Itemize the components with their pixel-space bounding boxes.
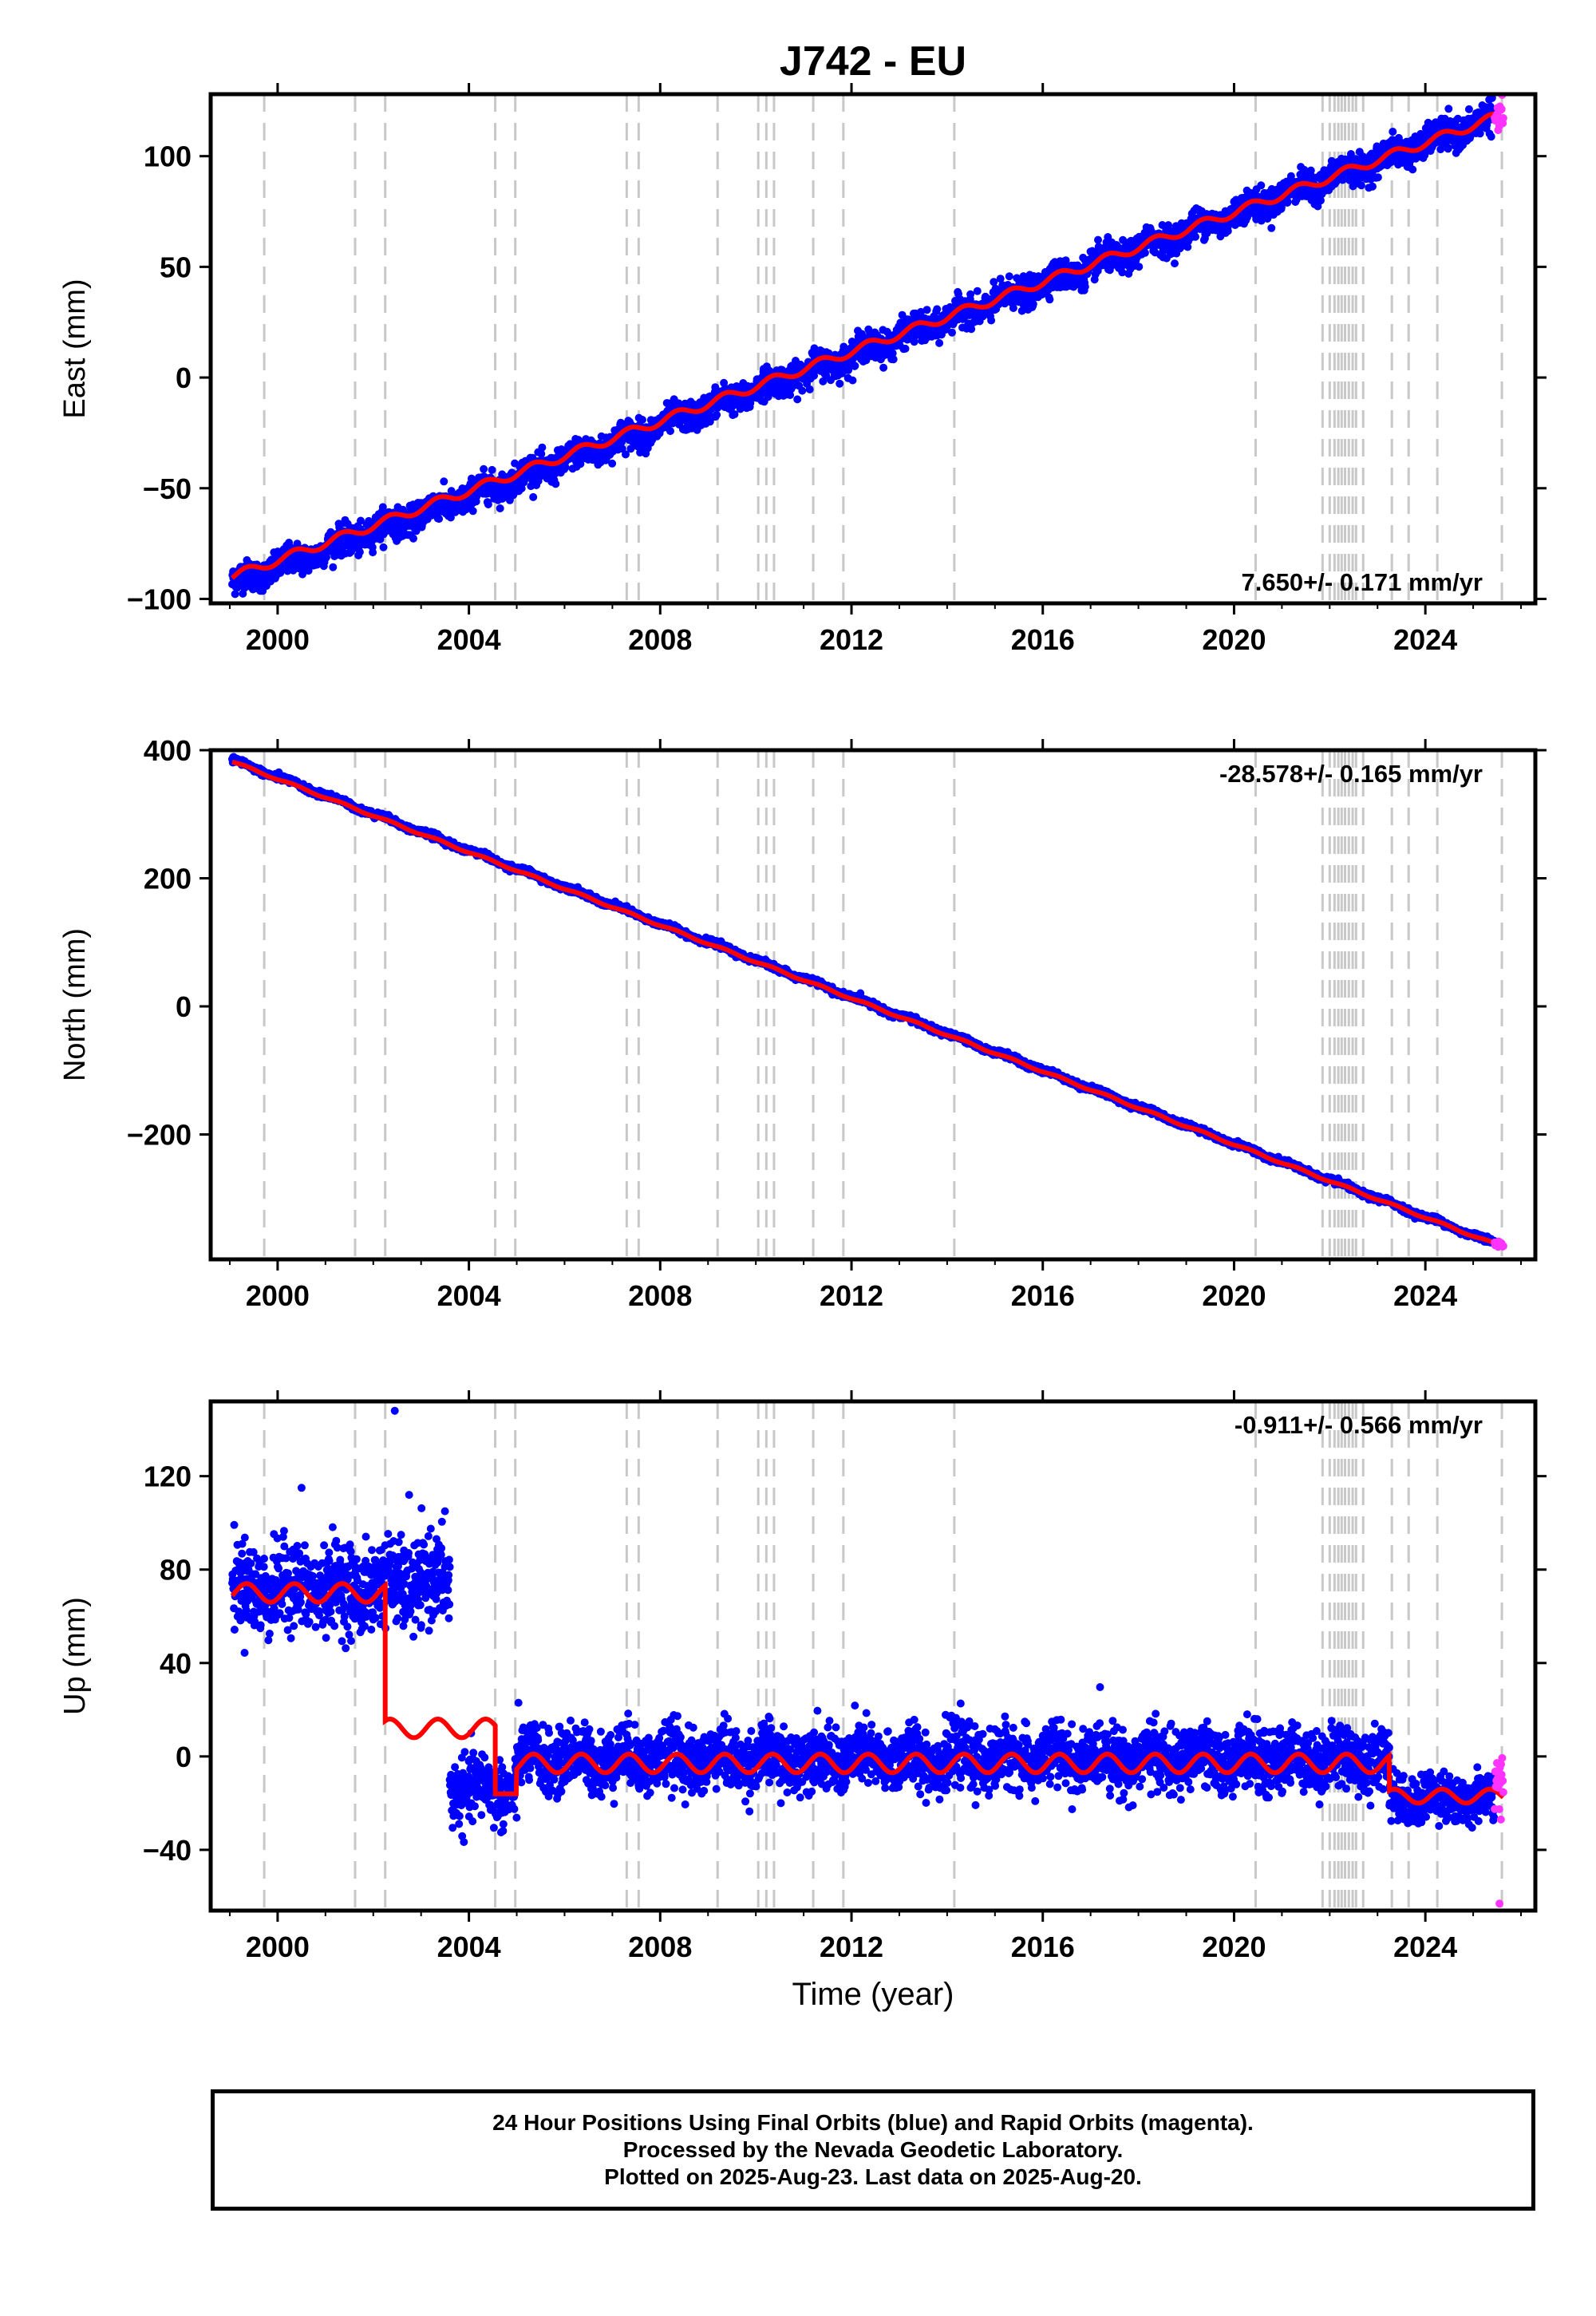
model-fit-line	[230, 111, 1505, 580]
rate-label: -28.578+/- 0.165 mm/yr	[1219, 760, 1483, 788]
y-tick-label: 0	[176, 990, 192, 1023]
x-tick-label: 2008	[628, 1931, 692, 1963]
y-axis-label: North (mm)	[58, 928, 92, 1081]
x-tick-label: 2020	[1202, 1931, 1266, 1963]
rate-label: -0.911+/- 0.566 mm/yr	[1235, 1411, 1483, 1439]
panel-up: 2000 2004 2008 2012 2016 2020 2024 −40 0 40 80 120 U…	[58, 1390, 1547, 1963]
y-axis-label: Up (mm)	[58, 1597, 92, 1715]
chart-title: J742 - EU	[780, 38, 966, 85]
plot-area-north	[228, 750, 1507, 1259]
x-tick-label: 2008	[628, 1279, 692, 1312]
model-fit-line	[230, 1580, 1505, 1806]
y-axis-label: East (mm)	[58, 279, 92, 418]
x-tick-label: 2012	[820, 1931, 883, 1963]
caption-line-1: 24 Hour Positions Using Final Orbits (bl…	[492, 2110, 1254, 2135]
y-tick-label: 0	[176, 1741, 192, 1773]
x-tick-label: 2004	[437, 1931, 501, 1963]
x-tick-label: 2012	[820, 1279, 883, 1312]
x-tick-label: 2000	[246, 1279, 310, 1312]
x-tick-label: 2016	[1011, 1279, 1075, 1312]
y-tick-label: 400	[144, 734, 192, 767]
panel-frame	[208, 1399, 1538, 1913]
panel-north: 2000 2004 2008 2012 2016 2020 2024 −200 0 200 400 N…	[58, 734, 1547, 1312]
x-tick-label: 2004	[437, 1279, 501, 1312]
y-tick-label: −200	[127, 1119, 192, 1152]
x-tick-label: 2008	[628, 623, 692, 656]
caption-box: 24 Hour Positions Using Final Orbits (bl…	[211, 2089, 1535, 2211]
plot-area-up	[228, 1401, 1507, 1911]
panel-east: 2000 2004 2008 2012 2016 2020 2024 −100 −50 0 50 10…	[58, 83, 1547, 656]
x-tick-label: 2024	[1393, 1279, 1457, 1312]
x-axis-label: Time (year)	[792, 1977, 954, 2012]
y-tick-label: 100	[144, 140, 192, 173]
y-tick-label: 80	[160, 1554, 192, 1587]
x-tick-label: 2020	[1202, 1279, 1266, 1312]
y-tick-label: 50	[160, 251, 192, 283]
x-tick-label: 2016	[1011, 1931, 1075, 1963]
rapid-orbit-points	[1491, 94, 1507, 134]
rapid-orbit-points	[1491, 1753, 1507, 1908]
final-orbit-points	[228, 1406, 1499, 1847]
x-tick-label: 2004	[437, 623, 501, 656]
y-tick-label: 40	[160, 1647, 192, 1680]
model-fit-line	[231, 759, 1504, 1247]
caption-line-2: Processed by the Nevada Geodetic Laborat…	[622, 2137, 1124, 2162]
x-tick-label: 2000	[246, 623, 310, 656]
y-tick-label: −50	[143, 472, 192, 505]
y-tick-label: 120	[144, 1460, 192, 1493]
y-tick-label: 0	[176, 362, 192, 394]
x-tick-label: 2012	[820, 623, 883, 656]
x-tick-label: 2000	[246, 1931, 310, 1963]
x-tick-label: 2024	[1393, 623, 1457, 656]
caption-line-3: Plotted on 2025-Aug-23. Last data on 202…	[604, 2164, 1142, 2189]
x-tick-label: 2020	[1202, 623, 1266, 656]
x-tick-label: 2024	[1393, 1931, 1457, 1963]
rapid-orbit-points	[1491, 1237, 1507, 1251]
y-tick-label: −40	[143, 1834, 192, 1867]
panel-frame	[208, 748, 1538, 1262]
plot-area-east	[228, 94, 1507, 603]
rate-label: 7.650+/- 0.171 mm/yr	[1242, 568, 1483, 596]
y-tick-label: 200	[144, 863, 192, 895]
x-tick-label: 2016	[1011, 623, 1075, 656]
y-tick-label: −100	[127, 583, 192, 615]
panel-frame	[208, 92, 1538, 606]
